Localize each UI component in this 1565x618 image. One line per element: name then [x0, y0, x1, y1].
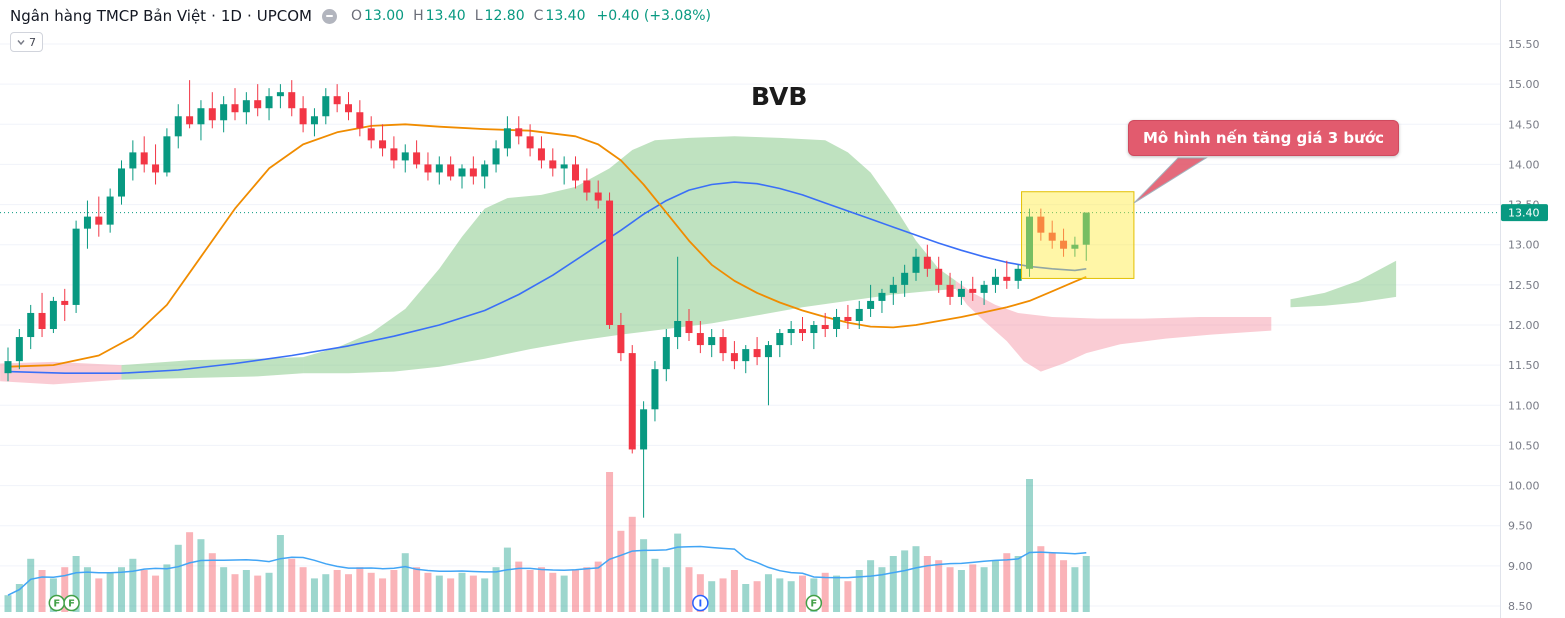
price-axis-label: 11.00: [1508, 399, 1540, 412]
indicators-collapse-button[interactable]: 7: [10, 32, 43, 52]
event-marker[interactable]: F: [48, 594, 66, 612]
svg-text:F: F: [810, 599, 817, 610]
chart-legend: Ngân hàng TMCP Bản Việt · 1D · UPCOM O 13…: [10, 7, 711, 52]
interval-label[interactable]: 1D: [220, 7, 242, 25]
last-price-tag: 13.40: [1501, 204, 1548, 222]
ichimoku-cloud: [955, 280, 1272, 372]
ichimoku-cloud: [303, 136, 956, 374]
price-axis-label: 12.50: [1508, 279, 1540, 292]
svg-text:I: I: [698, 599, 702, 610]
volume-bars: [4, 472, 1090, 612]
callout-note[interactable]: Mô hình nến tăng giá 3 bước: [1128, 120, 1400, 156]
event-marker[interactable]: F: [63, 594, 80, 612]
ichimoku-cloud: [121, 357, 304, 380]
chevron-down-icon: [17, 40, 25, 46]
open-value: 13.00: [364, 8, 405, 24]
indicators-count: 7: [29, 35, 36, 49]
separator-dot: ·: [211, 7, 216, 25]
event-marker[interactable]: F: [805, 594, 823, 612]
legend-more-icon[interactable]: [321, 8, 337, 24]
price-axis-label: 10.00: [1508, 480, 1540, 493]
ohlc-values: O 13.00 H 13.40 L 12.80 C 13.40 +0.40 (+3.08…: [351, 8, 711, 24]
high-label: H: [413, 8, 424, 24]
low-value: 12.80: [484, 8, 525, 24]
low-label: L: [474, 8, 483, 24]
grid-lines: [0, 43, 1500, 607]
price-axis[interactable]: 15.5015.0014.5014.0013.5013.0012.5012.00…: [1500, 0, 1565, 618]
symbol-row: Ngân hàng TMCP Bản Việt · 1D · UPCOM O 13…: [10, 7, 711, 25]
highlight-box[interactable]: [1021, 191, 1135, 279]
price-axis-label: 14.00: [1508, 158, 1540, 171]
price-axis-label: 12.00: [1508, 319, 1540, 332]
volume-ma-line: [7, 545, 1087, 596]
close-label: C: [533, 8, 544, 24]
fast-ma-line: [7, 123, 1087, 368]
candles-layer: [4, 80, 1090, 518]
price-axis-label: 15.50: [1508, 38, 1540, 51]
price-axis-label: 11.50: [1508, 359, 1540, 372]
svg-text:F: F: [68, 599, 75, 610]
price-axis-label: 13.00: [1508, 239, 1540, 252]
event-marker[interactable]: I: [692, 594, 709, 612]
change-value: +0.40 (+3.08%): [596, 8, 711, 24]
chart-text-annotation[interactable]: BVB: [751, 82, 808, 111]
callout-pointer: [1133, 157, 1208, 204]
close-value: 13.40: [545, 8, 586, 24]
price-axis-label: 9.50: [1508, 520, 1533, 533]
price-axis-label: 15.00: [1508, 78, 1540, 91]
svg-text:F: F: [53, 599, 60, 610]
price-axis-label: 14.50: [1508, 118, 1540, 131]
svg-text:13.40: 13.40: [1508, 207, 1540, 220]
open-label: O: [350, 8, 362, 24]
price-axis-label: 9.00: [1508, 560, 1533, 573]
ichimoku-cloud: [1290, 260, 1397, 308]
separator-dot: ·: [246, 7, 252, 25]
exchange-label[interactable]: UPCOM: [256, 7, 312, 25]
price-axis-label: 10.50: [1508, 439, 1540, 452]
symbol-title[interactable]: Ngân hàng TMCP Bản Việt: [10, 7, 207, 25]
slow-ma-line: [7, 181, 1087, 375]
price-axis-label: 8.50: [1508, 600, 1533, 613]
high-value: 13.40: [425, 8, 466, 24]
